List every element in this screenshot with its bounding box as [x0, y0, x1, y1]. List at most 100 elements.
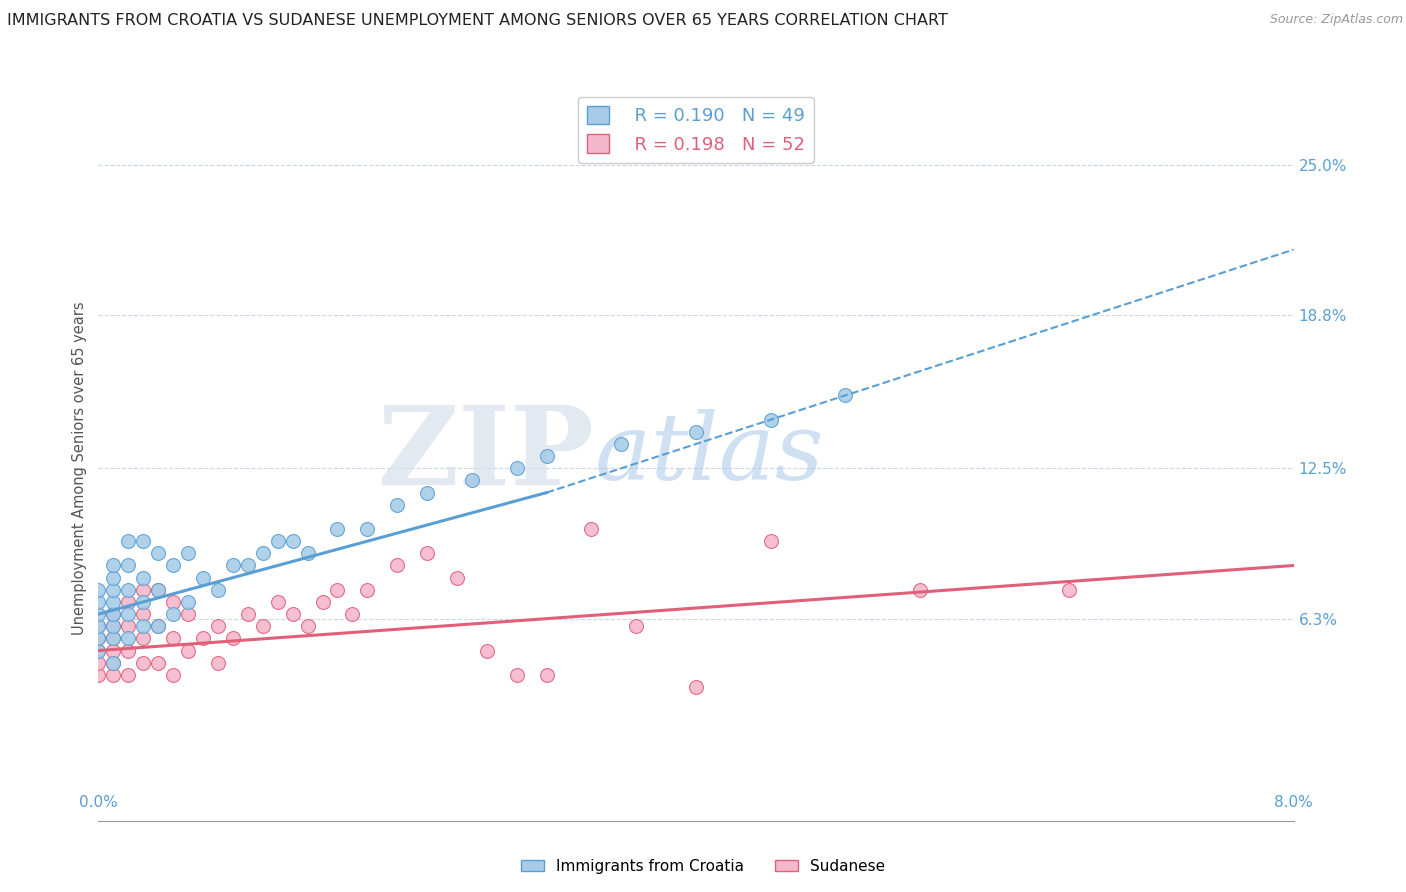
- Point: [908, 582, 931, 597]
- Point: [117, 619, 139, 633]
- Point: [191, 571, 214, 585]
- Point: [87, 582, 110, 597]
- Point: [536, 668, 558, 682]
- Legend:   R = 0.190   N = 49,   R = 0.198   N = 52: R = 0.190 N = 49, R = 0.198 N = 52: [578, 97, 814, 162]
- Point: [1059, 582, 1081, 597]
- Point: [103, 643, 125, 657]
- Point: [103, 656, 125, 670]
- Point: [759, 534, 782, 549]
- Text: atlas: atlas: [595, 409, 824, 500]
- Point: [87, 643, 110, 657]
- Point: [87, 595, 110, 609]
- Point: [87, 632, 110, 646]
- Point: [177, 595, 200, 609]
- Point: [117, 595, 139, 609]
- Point: [132, 595, 155, 609]
- Point: [416, 546, 439, 560]
- Point: [162, 668, 184, 682]
- Point: [610, 437, 633, 451]
- Point: [581, 522, 603, 536]
- Point: [103, 571, 125, 585]
- Point: [103, 595, 125, 609]
- Point: [117, 632, 139, 646]
- Point: [132, 619, 155, 633]
- Point: [148, 619, 170, 633]
- Point: [87, 632, 110, 646]
- Point: [148, 582, 170, 597]
- Point: [207, 582, 229, 597]
- Point: [162, 632, 184, 646]
- Point: [177, 546, 200, 560]
- Point: [148, 619, 170, 633]
- Point: [416, 485, 439, 500]
- Point: [759, 413, 782, 427]
- Point: [148, 546, 170, 560]
- Text: IMMIGRANTS FROM CROATIA VS SUDANESE UNEMPLOYMENT AMONG SENIORS OVER 65 YEARS COR: IMMIGRANTS FROM CROATIA VS SUDANESE UNEM…: [7, 13, 948, 29]
- Point: [297, 619, 319, 633]
- Point: [87, 619, 110, 633]
- Point: [103, 632, 125, 646]
- Point: [385, 558, 409, 573]
- Point: [356, 522, 378, 536]
- Point: [506, 461, 529, 475]
- Point: [132, 656, 155, 670]
- Point: [132, 607, 155, 621]
- Point: [103, 656, 125, 670]
- Point: [103, 607, 125, 621]
- Point: [506, 668, 529, 682]
- Point: [103, 619, 125, 633]
- Y-axis label: Unemployment Among Seniors over 65 years: Unemployment Among Seniors over 65 years: [72, 301, 87, 635]
- Point: [162, 595, 184, 609]
- Text: ZIP: ZIP: [378, 401, 595, 508]
- Point: [207, 656, 229, 670]
- Point: [236, 607, 259, 621]
- Point: [834, 388, 856, 402]
- Point: [177, 607, 200, 621]
- Point: [326, 522, 349, 536]
- Point: [87, 656, 110, 670]
- Point: [117, 534, 139, 549]
- Point: [132, 582, 155, 597]
- Point: [297, 546, 319, 560]
- Point: [162, 558, 184, 573]
- Point: [191, 632, 214, 646]
- Point: [626, 619, 648, 633]
- Point: [252, 546, 274, 560]
- Point: [236, 558, 259, 573]
- Point: [117, 668, 139, 682]
- Point: [267, 595, 290, 609]
- Point: [103, 607, 125, 621]
- Point: [385, 498, 409, 512]
- Point: [103, 619, 125, 633]
- Point: [103, 558, 125, 573]
- Point: [87, 607, 110, 621]
- Point: [222, 632, 245, 646]
- Point: [148, 656, 170, 670]
- Point: [281, 607, 304, 621]
- Point: [87, 619, 110, 633]
- Point: [685, 680, 707, 694]
- Point: [356, 582, 378, 597]
- Point: [536, 449, 558, 463]
- Point: [132, 534, 155, 549]
- Point: [446, 571, 468, 585]
- Point: [162, 607, 184, 621]
- Text: 0.0%: 0.0%: [79, 795, 118, 810]
- Point: [326, 582, 349, 597]
- Point: [177, 643, 200, 657]
- Point: [117, 558, 139, 573]
- Point: [103, 668, 125, 682]
- Point: [117, 607, 139, 621]
- Point: [252, 619, 274, 633]
- Point: [475, 643, 498, 657]
- Point: [207, 619, 229, 633]
- Point: [117, 582, 139, 597]
- Point: [132, 571, 155, 585]
- Point: [281, 534, 304, 549]
- Point: [342, 607, 364, 621]
- Point: [103, 582, 125, 597]
- Point: [87, 643, 110, 657]
- Point: [132, 632, 155, 646]
- Legend: Immigrants from Croatia, Sudanese: Immigrants from Croatia, Sudanese: [515, 853, 891, 880]
- Text: Source: ZipAtlas.com: Source: ZipAtlas.com: [1270, 13, 1403, 27]
